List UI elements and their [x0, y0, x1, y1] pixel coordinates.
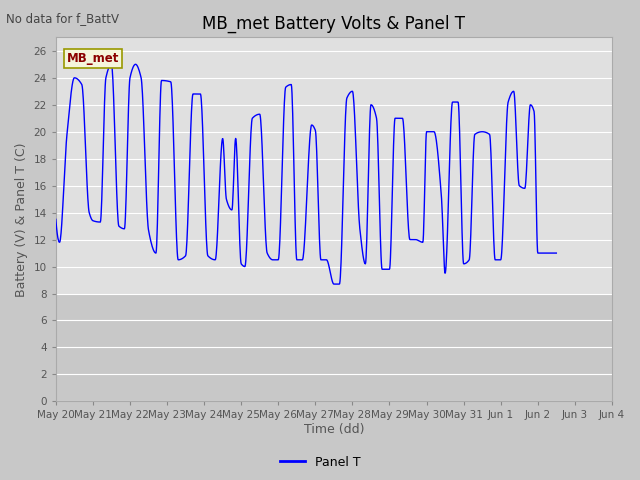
Bar	[56, 294, 612, 401]
Text: MB_met: MB_met	[67, 52, 119, 65]
Legend: Panel T: Panel T	[275, 451, 365, 474]
Title: MB_met Battery Volts & Panel T: MB_met Battery Volts & Panel T	[202, 15, 465, 33]
Text: No data for f_BattV: No data for f_BattV	[6, 12, 120, 25]
X-axis label: Time (dd): Time (dd)	[303, 423, 364, 436]
Y-axis label: Battery (V) & Panel T (C): Battery (V) & Panel T (C)	[15, 142, 28, 297]
